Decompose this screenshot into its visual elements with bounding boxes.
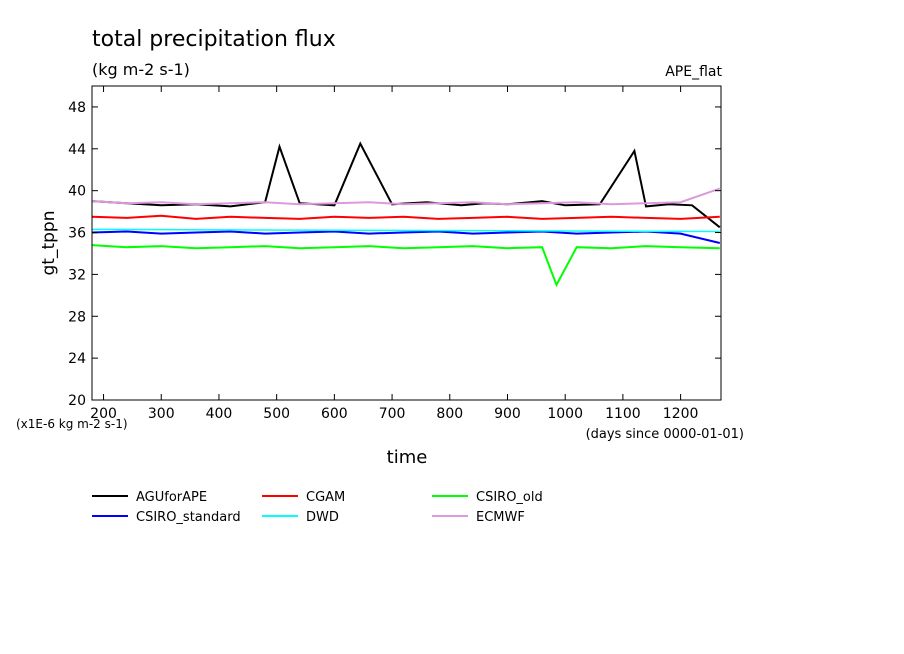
x-tick-label: 400 [206,406,233,422]
legend-label-ECMWF: ECMWF [476,510,525,525]
x-tick-label: 1200 [663,406,699,422]
x-tick-label: 1100 [605,406,641,422]
dataset-label: APE_flat [665,64,722,80]
series-line-CGAM [91,214,720,220]
x-tick-label: 500 [263,406,290,422]
series-line-CSIRO_standard [91,230,721,244]
x-tick-label: 200 [90,406,117,422]
y-unit-note: (x1E-6 kg m-2 s-1) [16,417,128,431]
plot-frame [91,85,722,401]
chart-subtitle: (kg m-2 s-1) [92,60,190,79]
plot-area [91,141,721,288]
axes: 200 300 400 500 600 700 800 900 1000 1100 1200 20 24… [68,86,721,422]
y-axis-label: gt_tppn [39,211,59,276]
x-unit-note: (days since 0000-01-01) [586,427,744,442]
legend-label-CGAM: CGAM [306,490,345,505]
y-tick-label: 28 [68,309,86,325]
legend-label-AGUforAPE: AGUforAPE [136,490,207,505]
x-tick-label: 700 [379,406,406,422]
y-tick-label: 36 [68,226,86,242]
x-tick-label: 300 [148,406,175,422]
x-tick-label: 800 [436,406,463,422]
chart-title: total precipitation flux [92,27,336,52]
y-tick-label: 24 [68,351,86,367]
legend-label-CSIRO_standard: CSIRO_standard [136,510,241,525]
x-axis-label: time [387,447,428,468]
x-tick-label: 1000 [547,406,583,422]
legend: AGUforAPE CGAM CSIRO_old CSIRO_standard DWD E… [92,490,543,525]
series-line-ECMWF [91,187,721,206]
y-tick-label: 44 [68,142,86,158]
series-line-CSIRO_old [91,244,720,288]
y-tick-label: 20 [68,393,86,409]
legend-label-DWD: DWD [306,510,339,525]
x-tick-label: 900 [494,406,521,422]
y-tick-label: 40 [68,184,86,200]
x-tick-label: 600 [321,406,348,422]
legend-label-CSIRO_old: CSIRO_old [476,490,543,505]
series-line-AGUforAPE [91,141,721,229]
y-tick-label: 32 [68,267,86,283]
series-line-DWD [91,228,720,233]
y-tick-label: 48 [68,100,86,116]
